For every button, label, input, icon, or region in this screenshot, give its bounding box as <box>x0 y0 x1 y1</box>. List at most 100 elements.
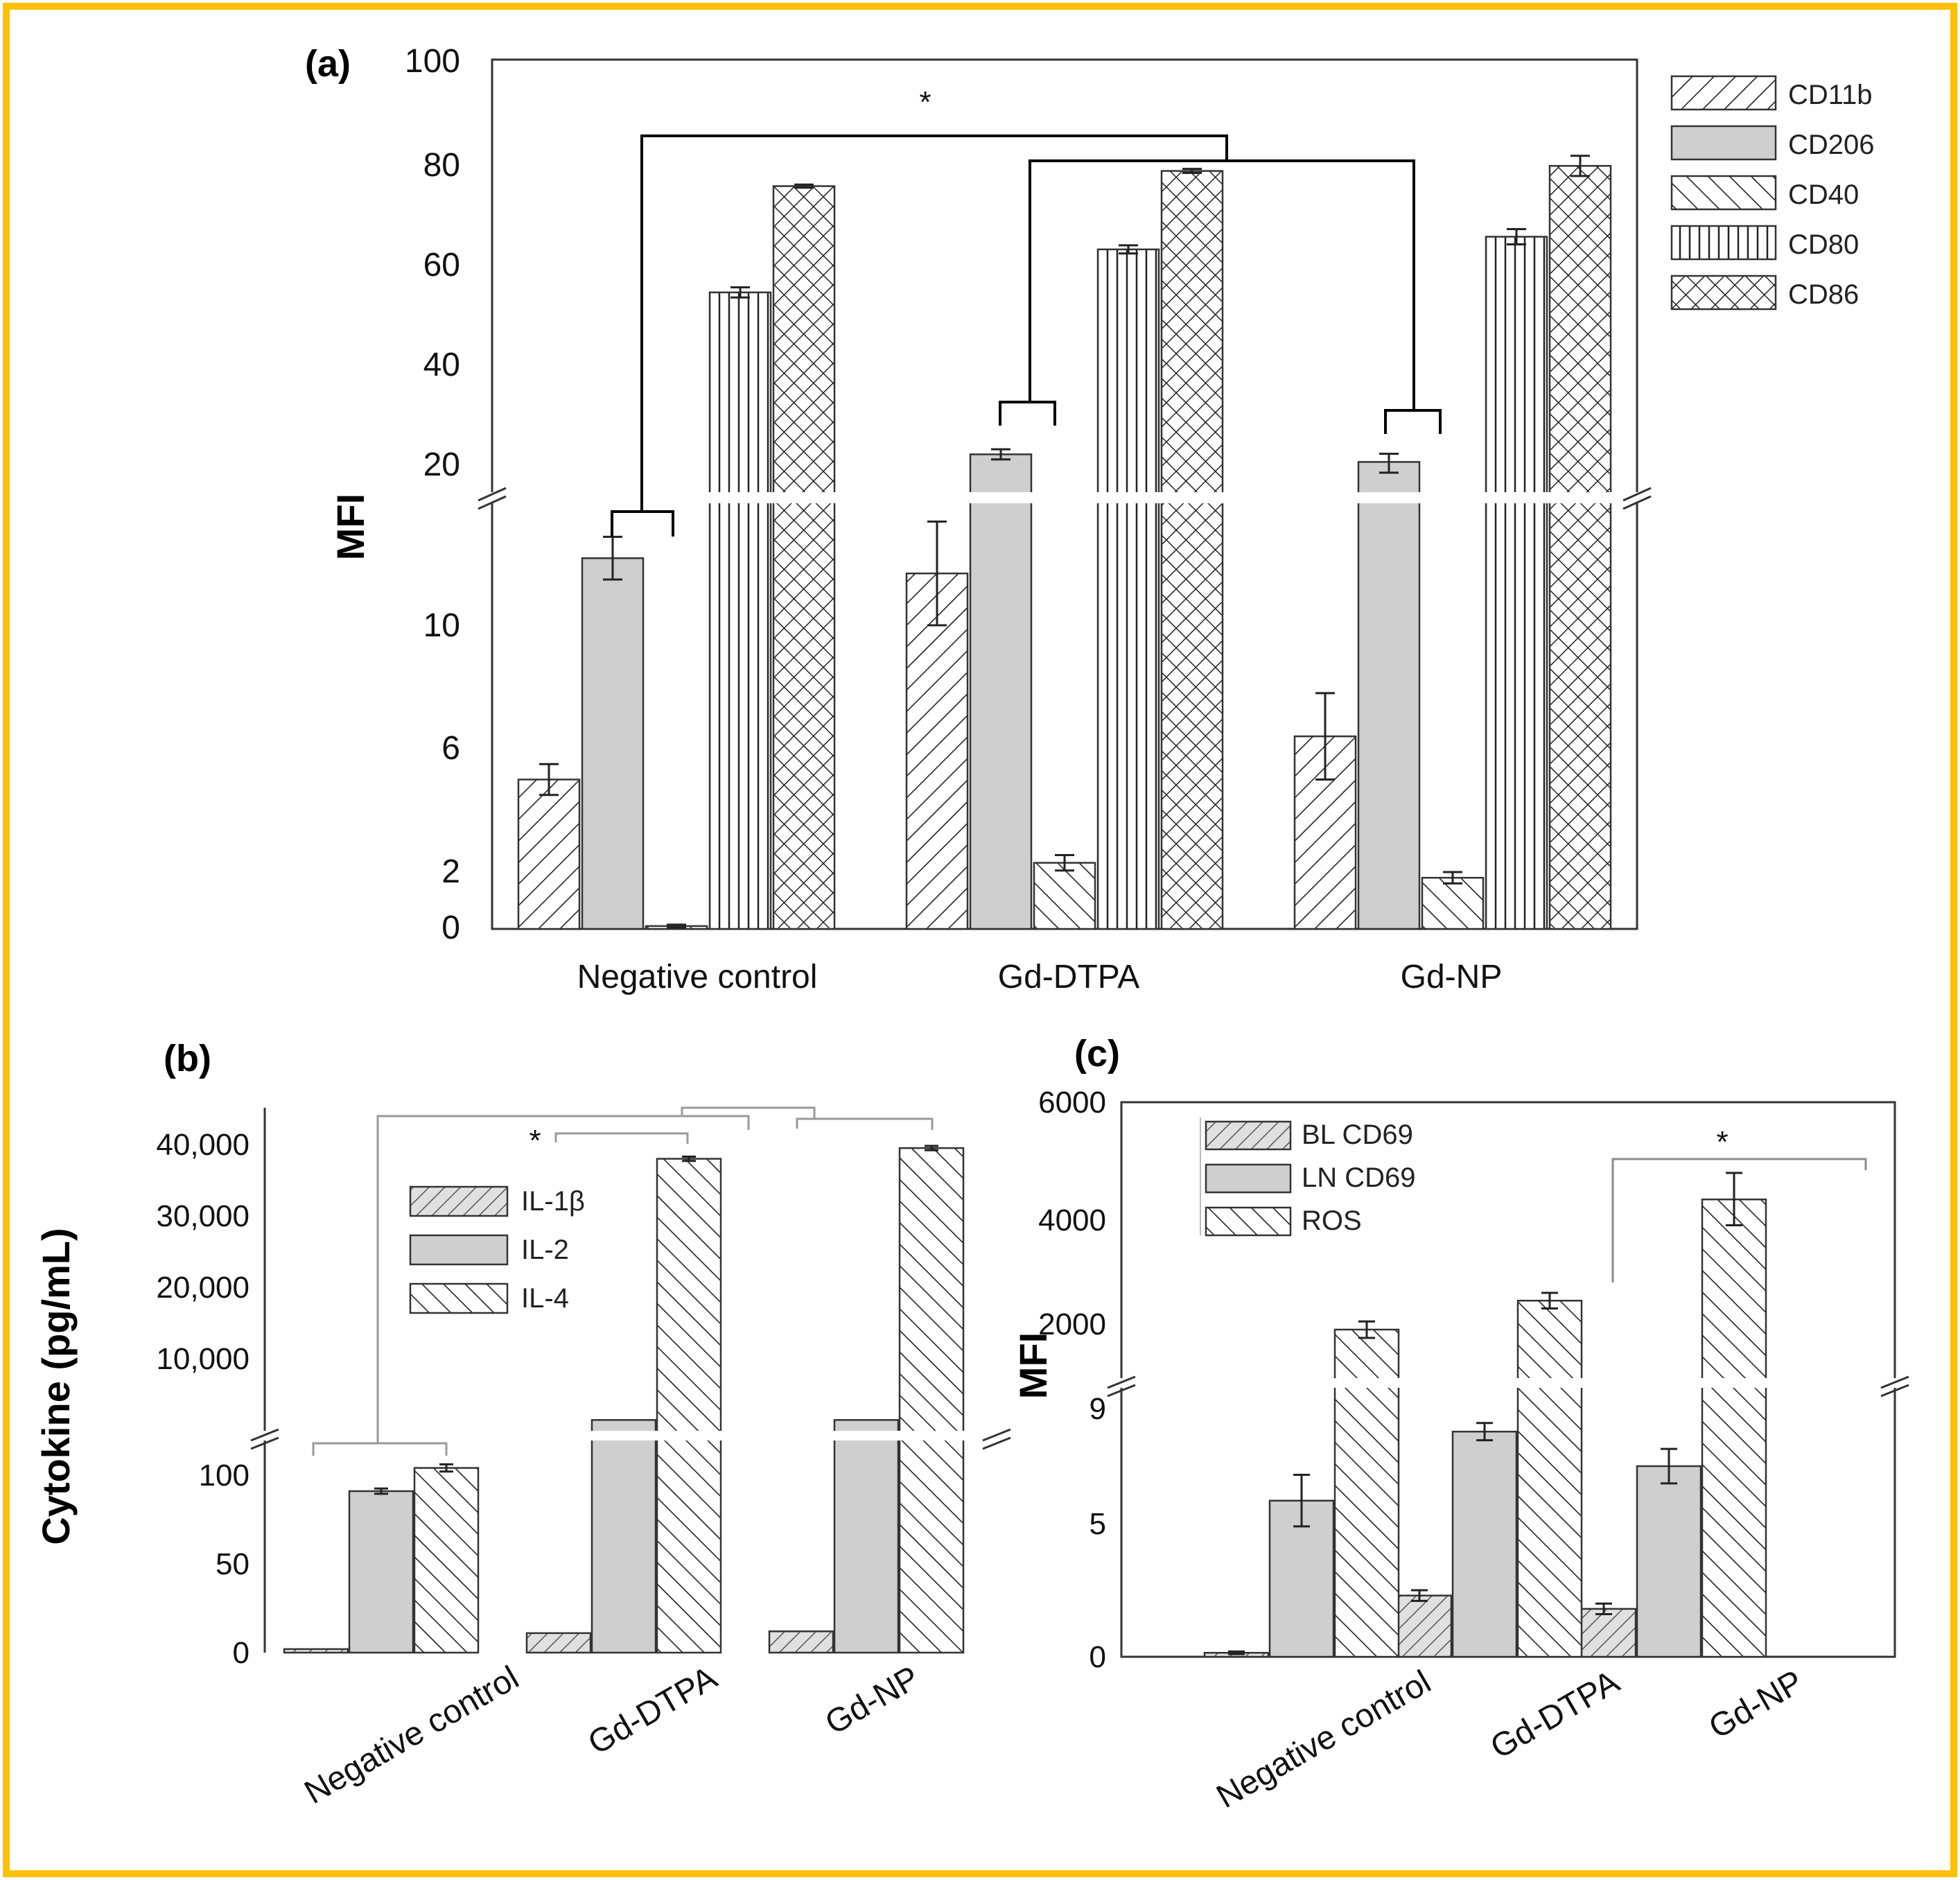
bar-ln-cd69-2 <box>1636 1465 1702 1658</box>
panel-c-y-tick: 6000 <box>1038 1086 1106 1120</box>
panel-c-axis-break <box>1107 1375 1909 1398</box>
panel-a-category-labels: Negative control Gd-DTPA Gd-NP <box>577 959 1503 995</box>
error-bar <box>1055 854 1074 872</box>
legend-label: CD206 <box>1788 130 1875 160</box>
error-bar <box>794 183 814 189</box>
bar-ros-1 <box>1516 1300 1583 1658</box>
error-bar <box>1507 228 1526 245</box>
panel-c-category-labels: Negative control Gd-DTPA Gd-NP <box>1211 1664 1810 1816</box>
panel-b-category-label: Gd-NP <box>819 1660 926 1742</box>
bar-cd40-2 <box>1421 876 1485 930</box>
panel-a-y-tick: 0 <box>441 909 460 946</box>
legend-swatch <box>1205 1163 1292 1194</box>
bar-cd86-0 <box>772 185 836 930</box>
legend-label: CD11b <box>1788 80 1873 110</box>
bar-il-2-2 <box>833 1419 900 1654</box>
panel-b-category-label: Gd-DTPA <box>582 1660 724 1762</box>
panel-c-y-axis-label: MFI <box>1011 1332 1055 1399</box>
legend-swatch <box>409 1234 509 1266</box>
error-bar <box>374 1487 388 1495</box>
panel-c-y-tick: 2000 <box>1038 1307 1106 1341</box>
bar-ln-cd69-1 <box>1451 1430 1518 1658</box>
panel-c-significance-star: * <box>1716 1125 1728 1159</box>
panel-a: (a) MFI 0 2 6 10 20 40 60 80 100 Negativ… <box>305 43 1875 995</box>
error-bar <box>667 923 686 929</box>
legend-label: IL-2 <box>521 1235 569 1265</box>
panel-a-y-tick: 40 <box>423 347 460 383</box>
legend-swatch <box>1670 125 1777 161</box>
panel-b-significance-star: * <box>529 1124 541 1158</box>
legend-swatch <box>409 1282 509 1314</box>
error-bar <box>1541 1291 1558 1309</box>
legend-label: LN CD69 <box>1302 1163 1416 1193</box>
bar-cd206-2 <box>1357 461 1421 930</box>
panel-b-category-label: Negative control <box>299 1660 525 1811</box>
bar-il-2-1 <box>590 1419 657 1654</box>
panel-b-y-tick: 100 <box>199 1459 250 1492</box>
legend-label: ROS <box>1302 1206 1362 1236</box>
panel-c-y-tick: 4000 <box>1038 1203 1106 1237</box>
panel-a-y-tick: 10 <box>423 607 460 644</box>
legend-swatch <box>1670 175 1777 211</box>
bar-cd80-1 <box>1096 248 1160 930</box>
bar-il-4-0 <box>413 1467 480 1654</box>
panel-a-y-tick: 60 <box>423 247 460 284</box>
bar-ros-2 <box>1701 1199 1767 1658</box>
panel-b-y-tick: 20,000 <box>156 1271 250 1305</box>
error-bar <box>730 286 750 299</box>
error-bar <box>1182 168 1202 175</box>
panel-b-y-tick: 30,000 <box>156 1199 250 1233</box>
bar-il-4-2 <box>898 1147 965 1654</box>
panel-b-axis-break <box>250 1428 1011 1450</box>
error-bar <box>1358 1320 1375 1339</box>
legend-swatch <box>1670 75 1777 111</box>
panel-a-label: (a) <box>305 43 351 85</box>
panel-b-y-tick: 50 <box>216 1547 250 1581</box>
error-bar <box>1315 692 1335 781</box>
bar-il-1--2 <box>768 1630 834 1654</box>
panel-b-y-ticks: 0 50 100 10,000 20,000 30,000 40,000 <box>156 1128 250 1670</box>
legend-swatch <box>409 1185 509 1217</box>
error-bar <box>991 448 1010 461</box>
panel-c-category-label: Negative control <box>1211 1664 1437 1816</box>
legend-swatch <box>1205 1120 1292 1151</box>
error-bar <box>1411 1589 1428 1602</box>
error-bar <box>439 1463 453 1473</box>
legend-swatch <box>1670 275 1777 311</box>
legend-label: CD40 <box>1788 180 1859 210</box>
error-bar <box>682 1156 696 1163</box>
bar-cd86-1 <box>1160 170 1224 930</box>
panel-c-category-label: Gd-NP <box>1703 1664 1810 1746</box>
panel-b-y-tick: 40,000 <box>156 1128 250 1162</box>
panel-a-y-tick: 6 <box>441 730 460 767</box>
bar-cd206-1 <box>969 453 1033 930</box>
error-bar <box>539 763 559 797</box>
error-bar <box>1379 453 1399 474</box>
panel-c-category-label: Gd-DTPA <box>1485 1664 1626 1766</box>
legend-label: IL-1β <box>521 1186 585 1217</box>
panel-a-bars <box>517 155 1612 930</box>
panel-a-y-axis-label: MFI <box>329 494 372 560</box>
bar-il-1--0 <box>283 1648 349 1654</box>
panel-c-y-ticks: 0 5 9 2000 4000 6000 <box>1038 1086 1106 1674</box>
panel-a-legend: CD11b CD206 CD40 CD80 CD86 <box>1670 75 1875 311</box>
panel-a-category-label: Gd-NP <box>1401 959 1503 995</box>
panel-a-significance-brackets <box>611 134 1442 537</box>
panel-c-legend: BL CD69 LN CD69 ROS <box>1200 1117 1416 1237</box>
panel-a-category-label: Negative control <box>577 959 818 995</box>
panel-a-category-label: Gd-DTPA <box>998 959 1139 995</box>
panel-b: (b) Cytokine (pg/mL) 0 50 100 10,000 20,… <box>34 1038 1011 1811</box>
error-bar <box>1570 155 1590 177</box>
error-bar <box>927 520 947 627</box>
panel-c-y-tick: 0 <box>1090 1640 1106 1674</box>
bar-il-1--1 <box>525 1632 592 1654</box>
panel-b-bars <box>283 1144 965 1654</box>
panel-a-significance-star: * <box>919 85 931 119</box>
bar-il-2-0 <box>348 1490 414 1654</box>
error-bar <box>1293 1473 1310 1528</box>
panel-c-label: (c) <box>1074 1033 1120 1074</box>
panel-b-significance-brackets <box>312 1106 934 1456</box>
legend-swatch <box>1205 1206 1292 1237</box>
panel-b-category-labels: Negative control Gd-DTPA Gd-NP <box>299 1660 926 1811</box>
error-bar <box>1661 1447 1677 1485</box>
